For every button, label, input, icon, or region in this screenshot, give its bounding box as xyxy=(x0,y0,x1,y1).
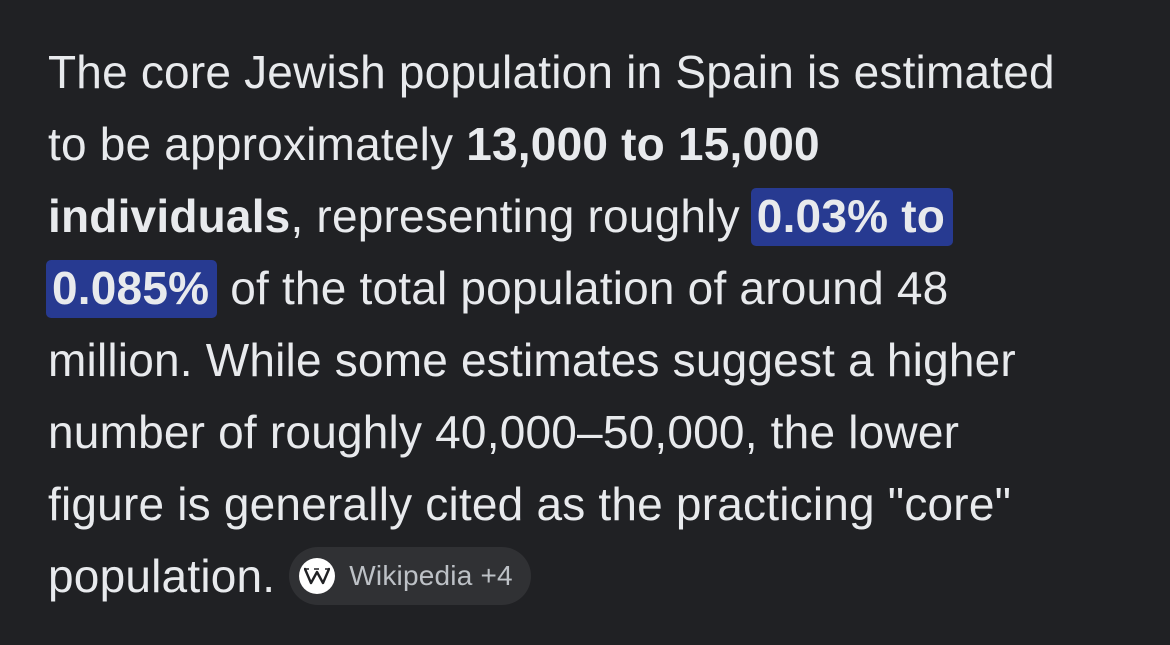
answer-text: population. xyxy=(48,550,276,602)
population-estimate: 13,000 to 15,000 xyxy=(466,118,820,170)
highlighted-percentage[interactable]: 0.085% xyxy=(46,260,218,318)
answer-line-2: to be approximately 13,000 to 15,000 xyxy=(48,108,1138,180)
answer-line-5: million. While some estimates suggest a … xyxy=(48,324,1138,396)
population-estimate-unit: individuals xyxy=(48,190,291,242)
highlighted-percentage[interactable]: 0.03% to xyxy=(750,188,954,246)
answer-text: of the total population of around 48 xyxy=(217,262,949,314)
answer-text: The core Jewish population in Spain is e… xyxy=(48,46,1055,98)
answer-text: million. While some estimates suggest a … xyxy=(48,334,1016,386)
answer-line-4: 0.085% of the total population of around… xyxy=(46,252,1138,324)
source-chip-label: Wikipedia +4 xyxy=(349,559,513,591)
answer-line-1: The core Jewish population in Spain is e… xyxy=(48,36,1138,108)
answer-text: to be approximately xyxy=(48,118,467,170)
wikipedia-icon xyxy=(299,557,336,594)
answer-line-6: number of roughly 40,000–50,000, the low… xyxy=(48,396,1138,468)
answer-text: figure is generally cited as the practic… xyxy=(48,478,1012,530)
ai-answer-text: The core Jewish population in Spain is e… xyxy=(46,36,1138,612)
answer-text: , representing roughly xyxy=(290,190,753,242)
answer-line-7: figure is generally cited as the practic… xyxy=(48,468,1138,540)
answer-line-3: individuals, representing roughly 0.03% … xyxy=(48,180,1138,252)
answer-text: number of roughly 40,000–50,000, the low… xyxy=(48,406,960,458)
source-chip[interactable]: Wikipedia +4 xyxy=(289,546,531,605)
answer-line-8: population. Wikipedia +4 xyxy=(48,540,1138,612)
